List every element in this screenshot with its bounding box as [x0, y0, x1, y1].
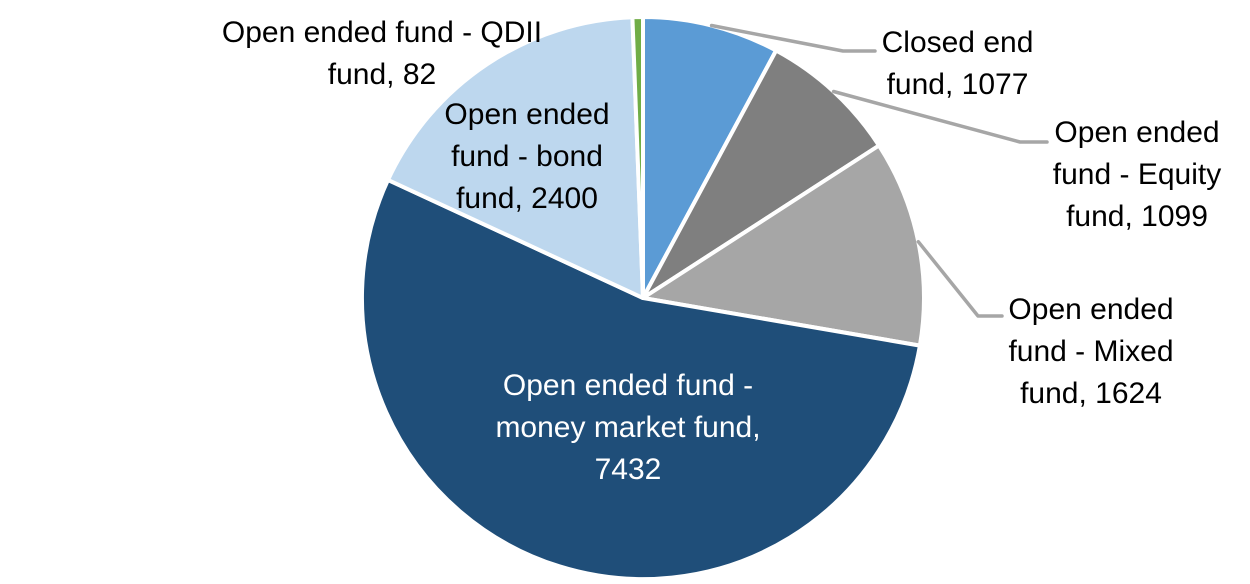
label-line: fund, 82: [327, 58, 437, 91]
label-line: Open ended: [1054, 116, 1220, 149]
label-line: Open ended: [1008, 293, 1174, 326]
label-line: Open ended fund - QDII: [221, 16, 543, 49]
label-line: fund, 1077: [886, 68, 1029, 101]
label-line: Closed end: [881, 26, 1034, 59]
pie-slice-open-ended-qdii-fund: [630, 15, 645, 300]
label-line: Open ended: [444, 98, 610, 131]
label-line: fund, 2400: [456, 182, 598, 215]
data-label-qdii-fund: Open ended fund - QDII fund, 82: [207, 12, 557, 96]
label-line: fund - Equity: [1052, 158, 1222, 191]
pie-slice-open-ended-money-market-fund: [359, 177, 922, 582]
label-line: money market fund,: [495, 411, 761, 444]
label-line: fund - bond: [451, 140, 603, 173]
label-line: 7432: [594, 453, 662, 486]
pie-slice-open-ended-bond-fund: [386, 15, 645, 300]
data-label-bond-fund: Open ended fund - bond fund, 2400: [427, 94, 627, 220]
leader-line-closed-end-fund: [709, 23, 877, 53]
data-label-closed-end-fund: Closed end fund, 1077: [860, 22, 1055, 106]
label-line: Open ended fund -: [502, 369, 754, 402]
data-label-money-market-fund: Open ended fund - money market fund, 743…: [478, 365, 778, 491]
leader-line-open-ended-mixed-fund: [916, 239, 1004, 318]
leader-line-open-ended-equity-fund: [831, 89, 1049, 144]
data-label-mixed-fund: Open ended fund - Mixed fund, 1624: [994, 289, 1188, 415]
label-line: fund, 1624: [1020, 377, 1162, 410]
data-label-equity-fund: Open ended fund - Equity fund, 1099: [1040, 112, 1234, 238]
label-line: fund, 1099: [1066, 200, 1208, 233]
label-line: fund - Mixed: [1008, 335, 1174, 368]
